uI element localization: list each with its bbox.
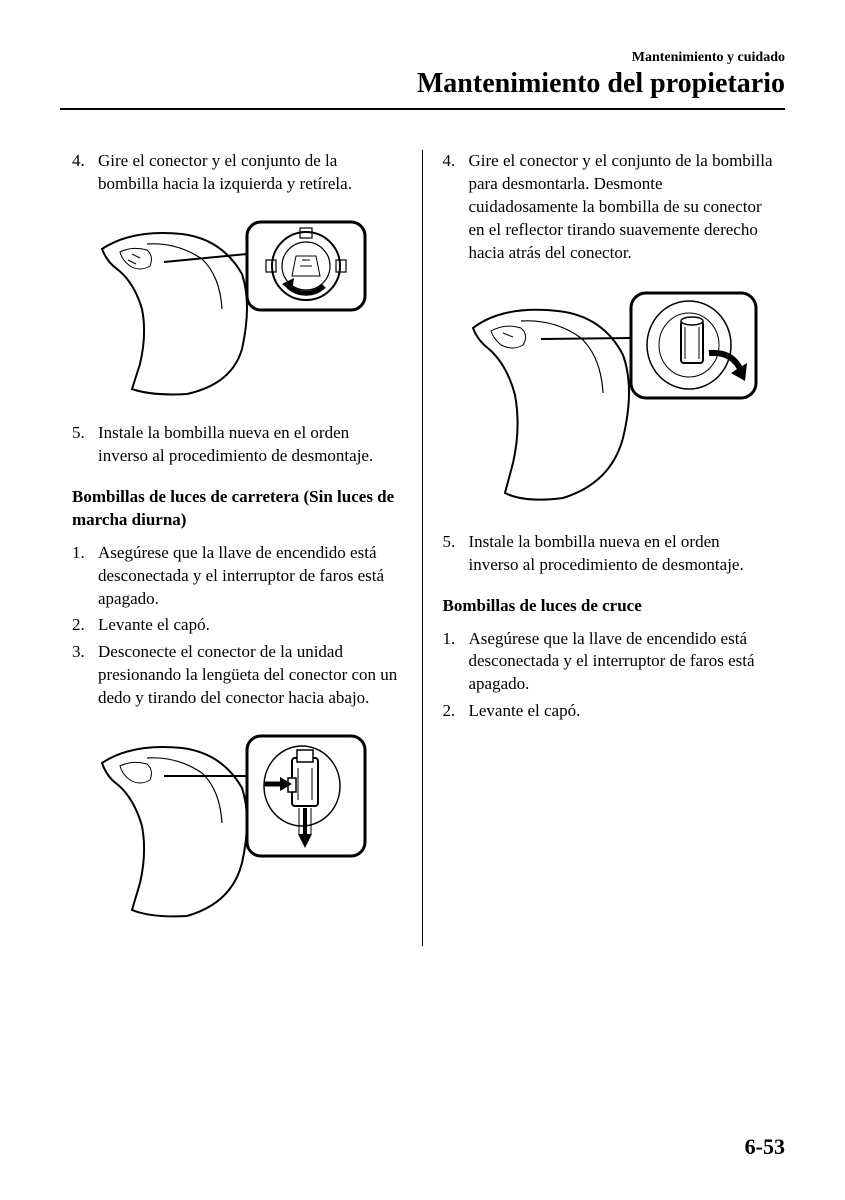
list-text: Instale la bombilla nueva en el orden in…: [469, 531, 774, 577]
list-number: 5.: [443, 531, 469, 577]
list-item: 4. Gire el conector y el conjunto de la …: [443, 150, 774, 265]
figure-bulb-rotate: [92, 214, 402, 404]
list-number: 1.: [72, 542, 98, 611]
figure-connector-pull: [92, 728, 402, 928]
list-number: 3.: [72, 641, 98, 710]
header-section-label: Mantenimiento y cuidado: [60, 50, 785, 66]
list-item: 3. Desconecte el conector de la unidad p…: [72, 641, 402, 710]
list-text: Levante el capó.: [469, 700, 774, 723]
list-number: 2.: [443, 700, 469, 723]
content-columns: 4. Gire el conector y el conjunto de la …: [60, 150, 785, 946]
list-text: Gire el conector y el conjunto de la bom…: [469, 150, 774, 265]
list-item: 2. Levante el capó.: [72, 614, 402, 637]
list-item: 1. Asegúrese que la llave de encendido e…: [72, 542, 402, 611]
subheading: Bombillas de luces de cruce: [443, 595, 774, 618]
subheading: Bombillas de luces de carretera (Sin luc…: [72, 486, 402, 532]
list-item: 2. Levante el capó.: [443, 700, 774, 723]
figure-bulb-remove: [463, 283, 774, 513]
list-item: 5. Instale la bombilla nueva en el orden…: [72, 422, 402, 468]
header-divider: [60, 108, 785, 110]
list-item: 5. Instale la bombilla nueva en el orden…: [443, 531, 774, 577]
list-number: 4.: [443, 150, 469, 265]
list-number: 2.: [72, 614, 98, 637]
list-item: 1. Asegúrese que la llave de encendido e…: [443, 628, 774, 697]
list-text: Asegúrese que la llave de encendido está…: [98, 542, 402, 611]
page-number: 6-53: [745, 1134, 785, 1160]
list-text: Gire el conector y el conjunto de la bom…: [98, 150, 402, 196]
list-text: Levante el capó.: [98, 614, 402, 637]
left-column: 4. Gire el conector y el conjunto de la …: [60, 150, 423, 946]
list-number: 5.: [72, 422, 98, 468]
list-item: 4. Gire el conector y el conjunto de la …: [72, 150, 402, 196]
list-text: Desconecte el conector de la unidad pres…: [98, 641, 402, 710]
list-number: 1.: [443, 628, 469, 697]
right-column: 4. Gire el conector y el conjunto de la …: [423, 150, 786, 946]
list-text: Asegúrese que la llave de encendido está…: [469, 628, 774, 697]
list-number: 4.: [72, 150, 98, 196]
header-title: Mantenimiento del propietario: [60, 68, 785, 100]
list-text: Instale la bombilla nueva en el orden in…: [98, 422, 402, 468]
page-header: Mantenimiento y cuidado Mantenimiento de…: [60, 50, 785, 100]
